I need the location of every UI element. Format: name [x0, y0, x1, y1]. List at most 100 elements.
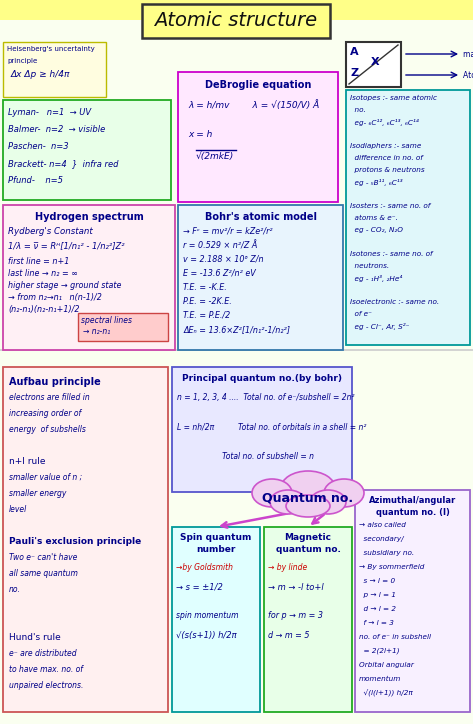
Text: 1/λ = ν̅ = Rᴴ[1/n₁² - 1/n₂²]Z²: 1/λ = ν̅ = Rᴴ[1/n₁² - 1/n₂²]Z² [8, 241, 124, 250]
Text: Isodiaphers :- same: Isodiaphers :- same [350, 143, 421, 149]
Text: X: X [371, 57, 380, 67]
Text: higher stage → ground state: higher stage → ground state [8, 281, 122, 290]
Text: neutrons.: neutrons. [350, 263, 389, 269]
Text: protons & neutrons: protons & neutrons [350, 167, 425, 173]
Text: → s = ±1/2: → s = ±1/2 [176, 583, 223, 592]
Bar [346, 42, 401, 87]
Text: eg - CO₂, N₂O: eg - CO₂, N₂O [350, 227, 403, 233]
Text: quantum no. (l): quantum no. (l) [376, 508, 449, 517]
Text: T.E. = P.E./2: T.E. = P.E./2 [183, 311, 230, 320]
Text: n+l rule: n+l rule [9, 457, 45, 466]
Bar [172, 367, 352, 492]
Bar [355, 490, 470, 712]
Ellipse shape [281, 471, 335, 505]
Text: Isotopes :- same atomic: Isotopes :- same atomic [350, 95, 437, 101]
Text: Pfund-    n=5: Pfund- n=5 [8, 176, 63, 185]
Text: Two e⁻ can't have: Two e⁻ can't have [9, 553, 78, 562]
Text: Lyman-   n=1  → UV: Lyman- n=1 → UV [8, 108, 91, 117]
Text: ΔEₙ = 13.6×Z²[1/n₁²-1/n₂²]: ΔEₙ = 13.6×Z²[1/n₁²-1/n₂²] [183, 325, 290, 334]
Text: eg- ₆C¹², ₆C¹³, ₆C¹⁴: eg- ₆C¹², ₆C¹³, ₆C¹⁴ [350, 119, 419, 126]
Text: last line → n₂ = ∞: last line → n₂ = ∞ [8, 269, 78, 278]
Text: Isosters :- same no. of: Isosters :- same no. of [350, 203, 430, 209]
Text: Balmer-  n=2  → visible: Balmer- n=2 → visible [8, 125, 105, 134]
Bar [0, 0, 473, 20]
Text: Pauli's exclusion principle: Pauli's exclusion principle [9, 537, 141, 546]
Text: eg - ₁H³, ₂He⁴: eg - ₁H³, ₂He⁴ [350, 275, 402, 282]
Text: momentum: momentum [359, 676, 402, 682]
Text: spectral lines: spectral lines [81, 316, 132, 325]
Bar [3, 42, 106, 97]
Text: L = nh/2π          Total no. of orbitals in a shell = n²: L = nh/2π Total no. of orbitals in a she… [177, 422, 367, 431]
Text: Atomic no.: Atomic no. [463, 71, 473, 80]
Text: E = -13.6 Z²/n² eV: E = -13.6 Z²/n² eV [183, 269, 256, 278]
Text: → n₂-n₁: → n₂-n₁ [83, 327, 110, 336]
Text: Brackett- n=4  }  infra red: Brackett- n=4 } infra red [8, 159, 119, 168]
Text: → by linde: → by linde [268, 563, 307, 572]
Text: Spin quantum: Spin quantum [180, 533, 252, 542]
Text: DeBroglie equation: DeBroglie equation [205, 80, 311, 90]
Text: Heisenberg's uncertainty: Heisenberg's uncertainty [7, 46, 95, 52]
Ellipse shape [286, 495, 330, 517]
Text: Hund's rule: Hund's rule [9, 633, 61, 642]
Text: (n₂-n₁)(n₂-n₁+1)/2: (n₂-n₁)(n₂-n₁+1)/2 [8, 305, 79, 314]
Text: Azimuthal/angular: Azimuthal/angular [369, 496, 456, 505]
Text: T.E. = -K.E.: T.E. = -K.E. [183, 283, 227, 292]
Text: A: A [350, 47, 359, 57]
Text: smaller energy: smaller energy [9, 489, 66, 498]
Text: quantum no.: quantum no. [276, 545, 341, 554]
Text: all same quantum: all same quantum [9, 569, 78, 578]
Text: increasing order of: increasing order of [9, 409, 81, 418]
Text: → By sommerfield: → By sommerfield [359, 564, 424, 570]
Bar [346, 90, 470, 345]
Text: first line = n+1: first line = n+1 [8, 257, 70, 266]
Text: d → l = 2: d → l = 2 [359, 606, 396, 612]
Text: √(l(l+1)) h/2π: √(l(l+1)) h/2π [359, 690, 413, 697]
Ellipse shape [252, 479, 292, 507]
Text: no.: no. [9, 585, 21, 594]
Bar [3, 367, 168, 712]
Text: level: level [9, 505, 27, 514]
Text: eg - Cl⁻, Ar, S²⁻: eg - Cl⁻, Ar, S²⁻ [350, 323, 410, 330]
Bar [178, 72, 338, 202]
Bar [3, 100, 171, 200]
Text: → m → -l to+l: → m → -l to+l [268, 583, 324, 592]
Text: √(2mkE): √(2mkE) [196, 152, 234, 161]
Bar [264, 527, 352, 712]
Text: eg - ₅B¹¹, ₆C¹³: eg - ₅B¹¹, ₆C¹³ [350, 179, 403, 186]
Text: mass no.: mass no. [463, 50, 473, 59]
Text: difference in no. of: difference in no. of [350, 155, 423, 161]
Text: Atomic structure: Atomic structure [155, 12, 317, 30]
Text: → Fᶜ = mv²/r = kZe²/r²: → Fᶜ = mv²/r = kZe²/r² [183, 227, 272, 236]
Ellipse shape [310, 490, 346, 514]
Text: smaller value of n ;: smaller value of n ; [9, 473, 82, 482]
Text: n = 1, 2, 3, 4 ....  Total no. of e⁻/subshell = 2n²: n = 1, 2, 3, 4 .... Total no. of e⁻/subs… [177, 393, 354, 402]
Text: Quantum no.: Quantum no. [263, 492, 353, 505]
Bar [3, 205, 175, 350]
Text: Isoelectronic :- same no.: Isoelectronic :- same no. [350, 299, 439, 305]
Text: r = 0.529 × n²/Z Å: r = 0.529 × n²/Z Å [183, 241, 257, 251]
Text: to have max. no. of: to have max. no. of [9, 665, 83, 674]
Text: no. of e⁻ in subshell: no. of e⁻ in subshell [359, 634, 431, 640]
Text: number: number [196, 545, 236, 554]
Bar [142, 4, 330, 38]
Text: Magnetic: Magnetic [284, 533, 332, 542]
Text: Z: Z [350, 68, 358, 78]
Text: →by Goldsmith: →by Goldsmith [176, 563, 233, 572]
Ellipse shape [270, 490, 306, 514]
Text: Rydberg's Constant: Rydberg's Constant [8, 227, 93, 236]
Text: energy  of subshells: energy of subshells [9, 425, 86, 434]
Text: Aufbau principle: Aufbau principle [9, 377, 101, 387]
Text: secondary/: secondary/ [359, 536, 403, 542]
Text: = 2(2l+1): = 2(2l+1) [359, 648, 400, 654]
Text: for p → m = 3: for p → m = 3 [268, 611, 323, 620]
Text: no.: no. [350, 107, 366, 113]
Bar [78, 313, 168, 341]
Text: electrons are filled in: electrons are filled in [9, 393, 90, 402]
Text: d → m = 5: d → m = 5 [268, 631, 309, 640]
Text: principle: principle [7, 58, 37, 64]
Text: → from n₂→n₁   n(n-1)/2: → from n₂→n₁ n(n-1)/2 [8, 293, 102, 302]
Text: Paschen-  n=3: Paschen- n=3 [8, 142, 69, 151]
Text: √(s(s+1)) h/2π: √(s(s+1)) h/2π [176, 631, 236, 640]
Text: x = h: x = h [188, 130, 212, 139]
Bar [172, 527, 260, 712]
